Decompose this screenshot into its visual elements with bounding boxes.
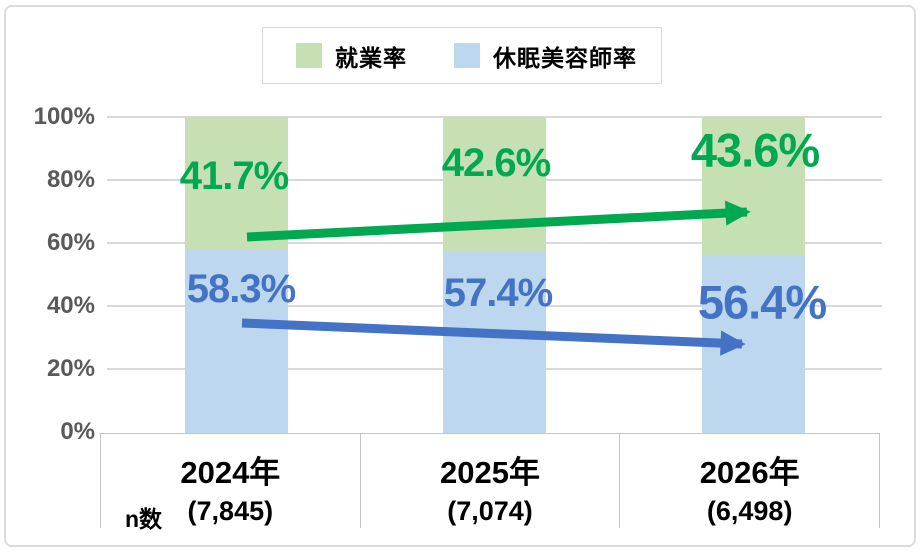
n-count-value: (6,498) [706, 496, 793, 526]
data-label-employment-2025: 42.6% [441, 141, 551, 185]
y-tick-40: 40% [46, 292, 95, 319]
legend-item-employment-rate: 就業率 [296, 39, 407, 73]
data-label-employment-2026: 43.6% [690, 123, 820, 177]
data-label-employment-2024: 41.7% [179, 154, 289, 198]
y-tick-60: 60% [46, 229, 95, 256]
data-label-dormant-2024: 58.3% [186, 267, 296, 311]
n-count-value: (7,845) [187, 496, 274, 526]
legend-item-dormant-rate: 休眠美容師率 [454, 39, 637, 73]
y-tick-100: 100% [33, 103, 95, 130]
y-tick-20: 20% [46, 355, 95, 382]
category-table: 2024年 n数 (7,845) 2025年 (7,074) 2026年 (6,… [100, 433, 880, 532]
data-label-dormant-2025: 57.4% [443, 271, 553, 315]
data-label-dormant-2026: 56.4% [697, 275, 827, 329]
legend-swatch-blue-icon [454, 43, 480, 68]
legend-label: 就業率 [335, 44, 407, 71]
n-count-value: (7,074) [447, 496, 533, 526]
n-count-caption: n数 [125, 506, 163, 532]
legend-label: 休眠美容師率 [493, 44, 637, 71]
chart-legend: 就業率 休眠美容師率 [262, 27, 662, 84]
category-cell-2026: 2026年 (6,498) [619, 434, 879, 528]
category-label: 2024年 [180, 455, 281, 490]
category-label: 2026年 [699, 455, 800, 490]
category-label: 2025年 [440, 455, 540, 490]
category-cell-2025: 2025年 (7,074) [359, 434, 620, 528]
legend-swatch-green-icon [296, 43, 322, 68]
category-cell-2024: 2024年 n数 (7,845) [101, 434, 360, 532]
bar-2026 [702, 117, 805, 433]
y-tick-0: 0% [60, 418, 95, 445]
y-tick-80: 80% [46, 166, 95, 193]
